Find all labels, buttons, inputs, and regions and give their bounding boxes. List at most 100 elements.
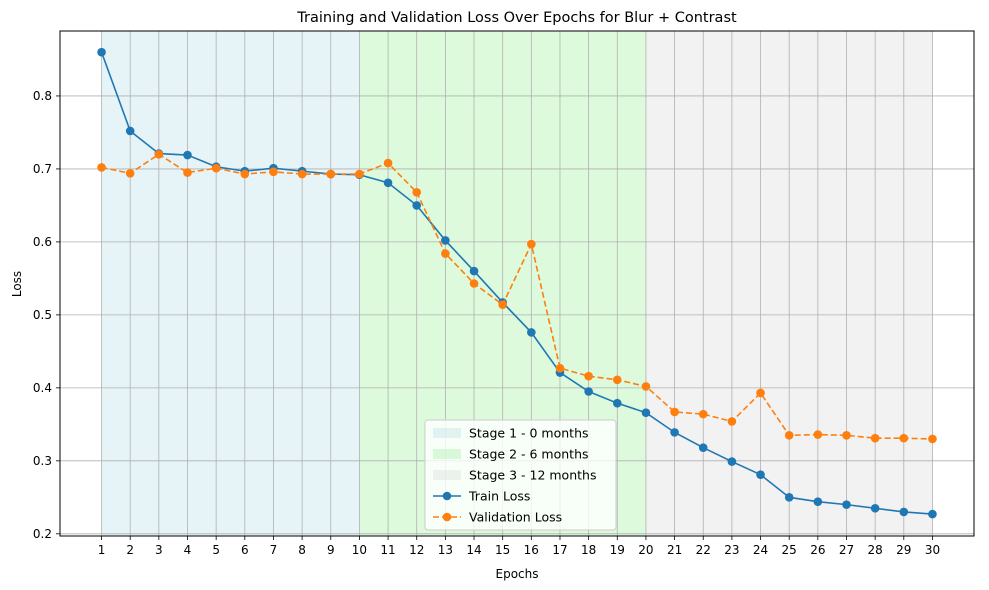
x-tick-label: 18 (581, 543, 596, 557)
series-2-point (125, 169, 135, 178)
x-tick-label: 1 (98, 543, 106, 557)
series-1-point (756, 470, 765, 479)
series-2-point (297, 169, 307, 179)
series-1-point (698, 443, 708, 452)
series-1-point (125, 126, 135, 136)
series-1-point (527, 328, 536, 337)
series-2-point (813, 430, 823, 439)
series-2-point (842, 430, 851, 440)
series-2-point (154, 150, 164, 159)
x-tick-label: 26 (810, 543, 825, 557)
legend-label-stage-2: Stage 2 - 6 months (469, 447, 589, 462)
series-1-point (412, 201, 422, 210)
x-tick-label: 22 (696, 543, 711, 557)
series-1-point (670, 428, 679, 437)
x-tick-label: 30 (925, 543, 940, 557)
plot-frame (59, 30, 975, 537)
series-1-point (383, 178, 393, 188)
series-2-point (269, 167, 278, 177)
series-2-point (527, 239, 536, 249)
series-2-point (584, 371, 593, 381)
y-tick-label: 0.4 (33, 381, 52, 395)
legend-swatch-stage-2 (433, 449, 461, 459)
series-1-point (97, 47, 106, 57)
series-1-point (584, 387, 593, 396)
legend-label-series-1: Train Loss (468, 489, 530, 504)
x-axis-ticks: 1 2 3 4 5 6 7 8 9 10 11 12 13 14 15 16 17 18 19 20 21 22 23 24 2… (98, 536, 940, 557)
legend-label-series-2: Validation Loss (469, 510, 562, 525)
series-2-point (498, 300, 507, 309)
y-tick-label: 0.2 (33, 527, 52, 541)
x-tick-label: 27 (839, 543, 854, 557)
series-1-point (870, 503, 880, 513)
x-tick-label: 11 (380, 543, 395, 557)
legend-swatch-stage-1 (433, 428, 461, 438)
y-tick-label: 0.6 (33, 235, 52, 249)
series-2-point (97, 163, 106, 172)
x-tick-label: 6 (241, 543, 249, 557)
series-2-point (698, 409, 708, 419)
x-tick-label: 20 (638, 543, 653, 557)
legend-marker-series-1 (442, 491, 452, 501)
grid-lines (60, 31, 974, 536)
x-tick-label: 24 (753, 543, 768, 557)
series-line-1 (100, 51, 933, 515)
x-tick-label: 25 (782, 543, 797, 557)
series-2-point (183, 168, 192, 177)
x-tick-label: 23 (724, 543, 739, 557)
x-tick-label: 14 (466, 543, 481, 557)
series-2-point (469, 279, 479, 288)
series-2-point (928, 434, 937, 444)
series-layer (97, 47, 937, 519)
series-2-point (756, 388, 765, 398)
stage-band-1 (101, 31, 360, 536)
series-2-point (899, 433, 909, 443)
series-1-point (784, 493, 794, 502)
x-tick-label: 7 (270, 543, 278, 557)
y-tick-label: 0.7 (33, 162, 52, 176)
x-tick-label: 16 (524, 543, 539, 557)
y-tick-label: 0.3 (33, 454, 52, 468)
series-1-point (813, 497, 823, 507)
series-2-point (727, 417, 737, 426)
x-tick-label: 8 (298, 543, 306, 557)
legend-box (424, 419, 617, 531)
legend-label-stage-1: Stage 1 - 0 months (469, 426, 589, 441)
legend-marker-series-2 (442, 512, 452, 522)
x-axis-label: Epochs (496, 567, 539, 581)
y-axis-ticks: 0.2 0.3 0.4 0.5 0.6 0.7 0.8 (33, 89, 60, 541)
x-tick-label: 12 (409, 543, 424, 557)
x-tick-label: 5 (212, 543, 220, 557)
series-1-point (727, 457, 737, 466)
x-tick-label: 13 (438, 543, 453, 557)
series-1-point (928, 509, 937, 519)
x-tick-label: 21 (667, 543, 682, 557)
series-1-point (612, 398, 622, 408)
x-tick-label: 3 (155, 543, 163, 557)
series-2-point (670, 407, 679, 417)
series-1-point (469, 266, 479, 276)
series-2-point (641, 382, 651, 391)
y-tick-label: 0.8 (33, 89, 52, 103)
x-tick-label: 28 (868, 543, 883, 557)
series-2-point (355, 169, 364, 179)
series-2-point (612, 375, 622, 385)
x-tick-label: 9 (327, 543, 335, 557)
series-2-point (412, 187, 422, 197)
x-tick-label: 10 (352, 543, 367, 557)
x-tick-label: 4 (184, 543, 192, 557)
y-axis-label: Loss (10, 271, 24, 297)
series-2-point (441, 249, 450, 258)
y-tick-label: 0.5 (33, 308, 52, 322)
series-1-point (183, 150, 192, 160)
series-2-point (326, 169, 336, 179)
x-tick-label: 2 (126, 543, 134, 557)
legend-swatch-stage-3 (433, 470, 461, 480)
x-tick-label: 19 (610, 543, 625, 557)
series-1-point (641, 408, 651, 417)
series-2-point (383, 158, 393, 168)
series-2-point (870, 433, 880, 443)
series-1-point (441, 236, 450, 245)
x-tick-label: 17 (552, 543, 567, 557)
